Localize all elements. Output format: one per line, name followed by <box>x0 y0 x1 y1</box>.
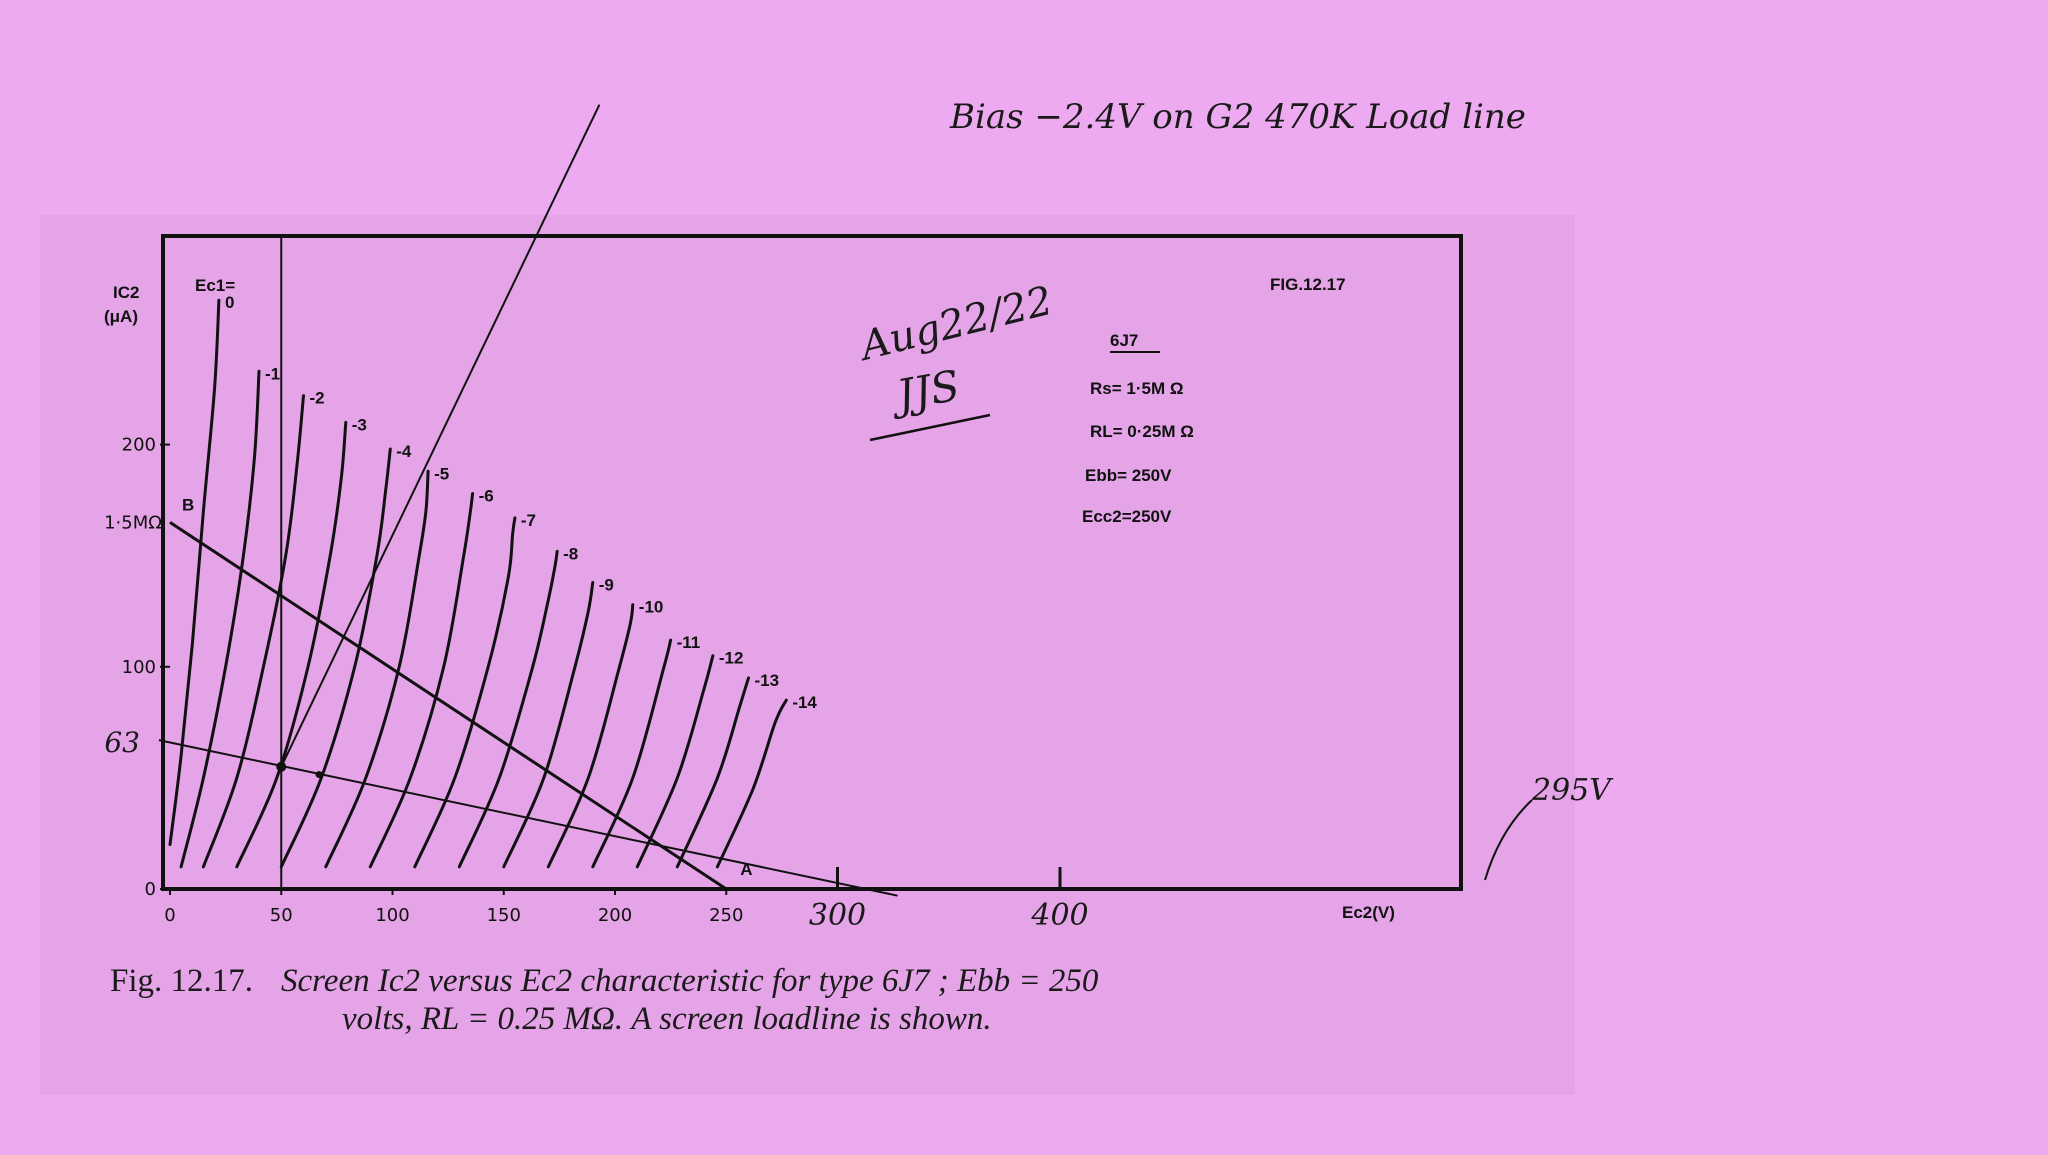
characteristic-curve <box>591 638 673 869</box>
curve-label: -10 <box>639 598 664 617</box>
x-tick-label: 150 <box>487 905 521 926</box>
intercept-label-63: 63 <box>104 726 140 759</box>
curve-label: -2 <box>310 389 325 408</box>
curve-label: -11 <box>677 633 701 652</box>
handwritten-295v: 295V <box>1531 773 1614 808</box>
param-ecc2: Ecc2=250V <box>1082 507 1172 526</box>
y-tick-label: 100 <box>122 657 156 678</box>
characteristic-curve <box>179 369 261 869</box>
intercept-label-1-5M: 1·5MΩ <box>104 512 162 533</box>
characteristic-curve <box>324 469 430 869</box>
handwritten-underline <box>869 413 991 442</box>
load-line <box>158 739 898 897</box>
handwritten-bias-note: Bias −2.4V on G2 470K Load line <box>949 97 1526 137</box>
point-a-label: A <box>740 860 752 879</box>
pointer-295v <box>1484 799 1533 881</box>
param-rs: Rs= 1·5M Ω <box>1090 379 1183 398</box>
characteristic-curve <box>635 654 715 869</box>
y-tick-label: 0 <box>145 879 156 900</box>
param-rl: RL= 0·25M Ω <box>1090 422 1194 441</box>
curve-label: 0 <box>225 293 234 312</box>
x-tick-label: 50 <box>270 905 293 926</box>
handwritten-tick-label: 400 <box>1030 898 1088 933</box>
load-line <box>280 104 601 768</box>
curve-label: -14 <box>792 693 817 712</box>
x-tick-label: 0 <box>164 905 175 926</box>
curve-label: -12 <box>719 649 744 668</box>
curve-labels: 0 -1 -2 -3 -4 -5 -6 -7 -8 -9 -10 -11 -12 -13 -14 <box>225 293 817 712</box>
curve-label: -13 <box>755 671 780 690</box>
curve-label: -5 <box>434 464 449 483</box>
x-axis-label: Ec2(V) <box>1342 903 1395 922</box>
curve-label: -9 <box>599 575 614 594</box>
x-tick-label: 100 <box>375 905 409 926</box>
caption-line-2: volts, RL = 0.25 MΩ. A screen loadline i… <box>342 1001 992 1037</box>
curve-label: -6 <box>479 486 494 505</box>
y-tick-label: 200 <box>122 435 156 456</box>
load-line <box>169 521 728 891</box>
param-tube: 6J7 <box>1110 331 1138 350</box>
curve-label: -3 <box>352 415 367 434</box>
caption-line-1: Screen Ic2 versus Ec2 characteristic for… <box>281 963 1099 999</box>
grid <box>170 236 1069 891</box>
handwritten-date: Aug22/22 <box>852 278 1057 371</box>
operating-point-marker <box>276 761 287 772</box>
characteristic-curve <box>715 698 788 869</box>
characteristic-curve <box>457 549 559 869</box>
line-marker <box>315 771 323 779</box>
characteristic-curve <box>413 516 517 869</box>
figure-label: FIG.12.17 <box>1270 275 1346 294</box>
characteristic-curve <box>502 580 595 869</box>
characteristic-curve <box>201 394 305 869</box>
characteristic-curve <box>675 676 750 869</box>
caption-number: Fig. 12.17. <box>110 963 254 999</box>
curve-label: -7 <box>521 511 536 530</box>
x-tick-label: 200 <box>598 905 632 926</box>
handwritten-tick-label: 300 <box>809 898 866 933</box>
characteristic-curve <box>546 603 635 869</box>
point-b-label: B <box>182 495 194 514</box>
chart-frame <box>161 234 1463 891</box>
handwritten-initials: JJS <box>885 361 963 421</box>
figure-caption: Fig. 12.17. Screen Ic2 versus Ec2 charact… <box>110 962 1510 1038</box>
axis-ticks: 0 50 100 150 200 250 0 100 200 300 400 <box>122 435 1089 933</box>
y-axis-label: IC2 <box>113 283 139 302</box>
characteristic-curve <box>279 447 392 869</box>
characteristic-curve <box>168 298 221 847</box>
curve-header: Ec1= <box>195 276 235 295</box>
param-ebb: Ebb= 250V <box>1085 466 1172 485</box>
load-lines: B A 1·5MΩ 63 <box>104 104 898 897</box>
curve-label: -1 <box>265 364 280 383</box>
bleed-through-area <box>40 215 1575 1095</box>
curve-label: -8 <box>563 544 578 563</box>
x-tick-label: 250 <box>709 905 743 926</box>
curve-label: -4 <box>396 442 412 461</box>
characteristic-curve <box>235 420 348 869</box>
y-axis-unit: (μA) <box>104 307 138 326</box>
